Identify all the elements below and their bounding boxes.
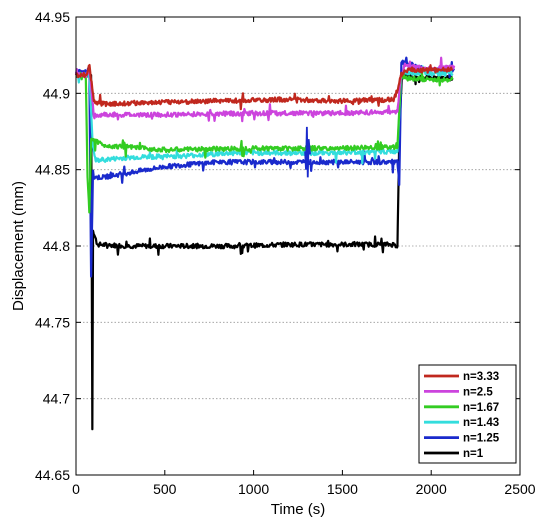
series-line-n=1.25: [74, 56, 456, 278]
series-line-n=2.5: [74, 56, 456, 123]
legend-box: [418, 364, 517, 464]
y-tick-label: 44.7: [43, 391, 70, 407]
legend-label: n=3.33: [463, 371, 499, 383]
legend-label: n=1: [463, 448, 484, 460]
y-tick-label: 44.95: [35, 9, 70, 25]
y-axis-label: Displacement (mm): [10, 181, 27, 311]
x-tick-label: 0: [72, 481, 80, 497]
series-line-n=1.43: [75, 65, 454, 165]
x-tick-label: 500: [153, 481, 177, 497]
y-tick-label: 44.9: [43, 85, 70, 101]
legend-label: n=1.43: [463, 417, 499, 429]
legend-label: n=1.25: [463, 433, 500, 445]
legend-label: n=2.5: [463, 386, 493, 398]
legend: n=3.33 n=2.5 n=1.67 n=1.43 n=1.25 n=1: [418, 364, 517, 464]
x-tick-label: 2000: [416, 481, 447, 497]
x-tick-label: 2500: [504, 481, 535, 497]
x-tick-label: 1000: [238, 481, 269, 497]
y-tick-label: 44.65: [35, 467, 70, 483]
x-axis-label: Time (s): [271, 501, 325, 518]
series-spike-n=1.25: [304, 126, 311, 178]
series-lines: [74, 56, 456, 431]
series-line-n=1.67: [74, 71, 454, 214]
y-tick-label: 44.8: [43, 238, 70, 254]
x-axis: 0 500 1000 1500 2000 2500: [72, 17, 536, 497]
series-line-n=3.33: [74, 63, 454, 111]
series-line-n=1: [75, 71, 454, 431]
y-axis: 44.65 44.7 44.75 44.8 44.85 44.9 44.95: [35, 9, 520, 483]
legend-label: n=1.67: [463, 402, 499, 414]
x-tick-label: 1500: [327, 481, 358, 497]
y-tick-label: 44.75: [35, 314, 70, 330]
y-tick-label: 44.85: [35, 162, 70, 178]
